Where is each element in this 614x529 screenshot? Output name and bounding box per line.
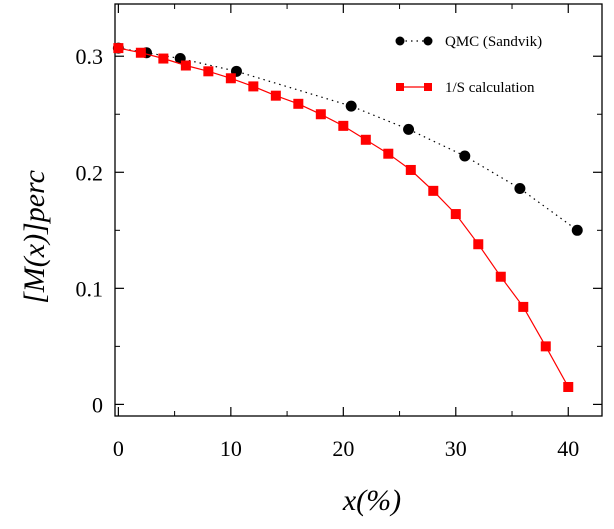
axis-ticks (115, 4, 602, 416)
x-tick-label: 0 (113, 436, 124, 461)
series-layer (112, 42, 583, 392)
data-point (225, 73, 236, 84)
legend-marker (423, 36, 433, 46)
x-axis-label: x(%) (342, 484, 401, 517)
data-point (338, 120, 349, 131)
x-tick-label: 40 (557, 436, 579, 461)
x-tick-label: 10 (220, 436, 242, 461)
y-tick-label: 0.3 (76, 44, 104, 69)
y-tick-label: 0.1 (76, 276, 104, 301)
data-point (563, 381, 574, 392)
data-point (315, 109, 326, 120)
x-tick-label: 30 (445, 436, 467, 461)
data-point (135, 47, 146, 58)
data-point (514, 183, 526, 195)
legend-entry: 1/S calculation (396, 80, 535, 96)
data-point (158, 53, 169, 64)
data-point (345, 100, 357, 112)
data-point (248, 81, 259, 92)
x-tick-label: 20 (332, 436, 354, 461)
data-point (428, 185, 439, 196)
legend: QMC (Sandvik) 1/S calculation (395, 34, 542, 96)
data-point (450, 209, 461, 220)
series-line (118, 47, 569, 388)
legend-label: QMC (Sandvik) (445, 34, 542, 50)
data-point (540, 341, 551, 352)
y-tick-label: 0 (92, 392, 103, 417)
legend-marker (396, 83, 404, 91)
data-point (113, 43, 124, 54)
y-axis-label: [M(x)]perc (18, 170, 51, 304)
axis-tick-labels: 0 10 20 30 40 0 0.1 0.2 0.3 (76, 44, 580, 461)
y-tick-label: 0.2 (76, 160, 104, 185)
legend-entry: QMC (Sandvik) (395, 34, 542, 50)
series-1 (113, 43, 574, 392)
legend-marker (395, 36, 405, 46)
legend-label: 1/S calculation (445, 80, 535, 96)
data-point (203, 66, 214, 77)
data-point (518, 301, 529, 312)
data-point (270, 90, 281, 101)
data-point (459, 150, 471, 162)
series-line (118, 47, 578, 231)
legend-marker (424, 83, 432, 91)
series-0 (112, 42, 583, 236)
data-point (403, 123, 415, 135)
data-point (405, 164, 416, 175)
data-point (495, 271, 506, 282)
data-point (180, 60, 191, 71)
data-point (383, 148, 394, 159)
data-point (571, 224, 583, 236)
data-point (360, 134, 371, 145)
data-point (293, 98, 304, 109)
plot-frame (114, 3, 603, 417)
data-point (473, 239, 484, 250)
